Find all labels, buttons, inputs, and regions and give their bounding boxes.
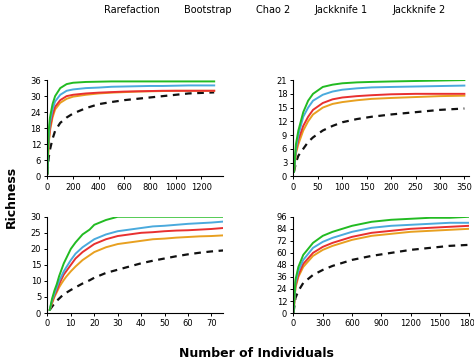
Text: Number of Individuals: Number of Individuals <box>179 347 333 360</box>
Text: Richness: Richness <box>5 166 18 228</box>
Legend: Rarefaction, Bootstrap, Chao 2, Jackknife 1, Jackknife 2: Rarefaction, Bootstrap, Chao 2, Jackknif… <box>85 5 446 15</box>
